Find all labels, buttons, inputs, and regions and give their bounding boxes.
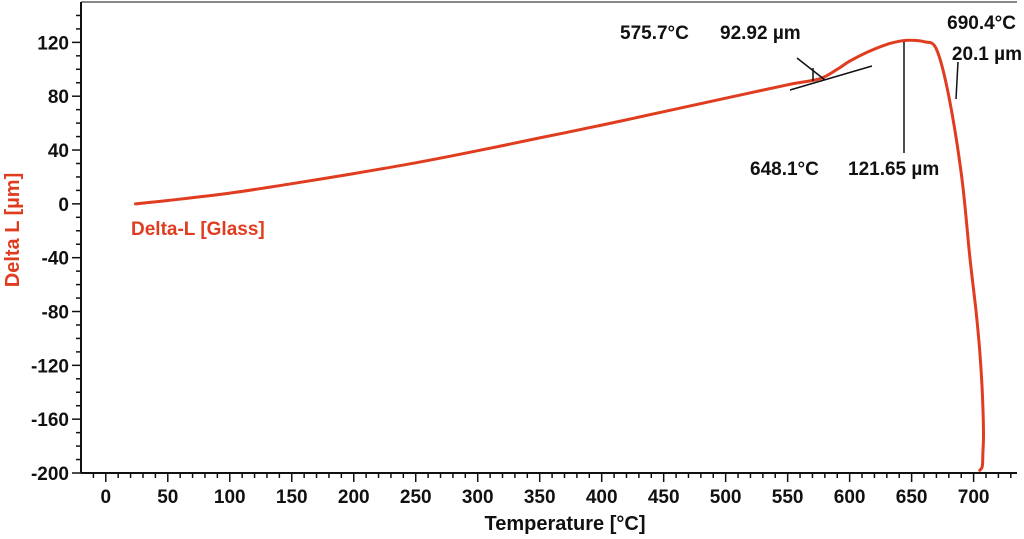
- x-tick-label: 300: [462, 487, 494, 508]
- x-tick-label: 400: [586, 487, 618, 508]
- x-ticks: 0 50 100 150 200 250 300 350 400 450 500 550 600 650 7…: [92, 473, 1012, 508]
- x-tick-label: 450: [648, 487, 680, 508]
- y-tick-label: 0: [58, 195, 69, 216]
- x-tick-label: 200: [338, 487, 370, 508]
- y-tick-label: -200: [31, 464, 69, 485]
- y-tick-label: 120: [37, 33, 69, 54]
- x-tick-label: 0: [101, 487, 112, 508]
- x-tick-label: 650: [896, 487, 928, 508]
- peak-temp-label: 648.1°C: [750, 159, 819, 180]
- y-tick-label: -80: [42, 303, 69, 324]
- onset-tangent-2: [796, 57, 826, 81]
- x-tick-label: 50: [157, 487, 178, 508]
- x-tick-label: 350: [524, 487, 556, 508]
- x-tick-label: 150: [276, 487, 308, 508]
- end-marker-line: [955, 61, 959, 100]
- series-label: Delta-L [Glass]: [131, 219, 265, 240]
- x-tick-label: 500: [710, 487, 742, 508]
- y-axis: 120 80 40 0 -40 -80 -120 -160 -200: [31, 2, 82, 485]
- onset-temp-label: 575.7°C: [620, 23, 689, 44]
- y-tick-label: 40: [48, 141, 69, 162]
- peak-value-label: 121.65 µm: [848, 159, 939, 180]
- y-axis-title: Delta L [µm]: [2, 173, 24, 288]
- annotations: 575.7°C 92.92 µm 648.1°C 121.65 µm 690.4…: [620, 13, 1022, 180]
- x-axis: 0 50 100 150 200 250 300 350 400 450 500 550 600 650 7…: [81, 472, 1017, 508]
- x-tick-label: 550: [772, 487, 804, 508]
- y-ticks: 120 80 40 0 -40 -80 -120 -160 -200: [31, 14, 81, 485]
- x-axis-title: Temperature [°C]: [485, 513, 646, 535]
- end-temp-label: 690.4°C: [947, 13, 1016, 34]
- end-value-label: 20.1 µm: [952, 44, 1022, 65]
- x-tick-label: 100: [214, 487, 246, 508]
- series-line-delta-l-glass: [134, 38, 986, 472]
- y-tick-label: -120: [31, 356, 69, 377]
- y-tick-label: 80: [48, 87, 69, 108]
- y-tick-label: -40: [42, 249, 69, 270]
- onset-tangent-1: [789, 65, 873, 91]
- x-tick-label: 700: [958, 487, 990, 508]
- x-tick-label: 250: [400, 487, 432, 508]
- onset-value-label: 92.92 µm: [720, 23, 801, 44]
- x-tick-label: 600: [834, 487, 866, 508]
- series-group: [134, 38, 986, 472]
- y-tick-label: -160: [31, 410, 69, 431]
